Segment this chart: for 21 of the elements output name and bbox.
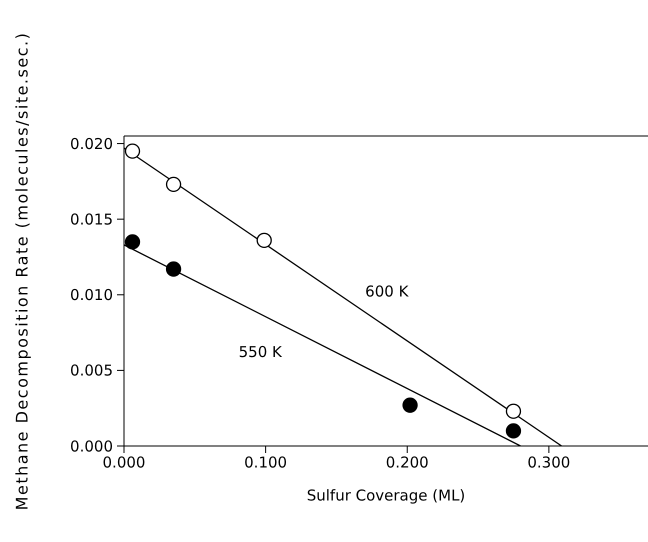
y-tick-label: 0.005 xyxy=(70,362,113,380)
point xyxy=(124,234,140,250)
x-tick-label: 0.100 xyxy=(244,454,288,472)
y-tick-label: 0.020 xyxy=(70,134,113,153)
point xyxy=(256,232,272,248)
x-axis-title: Sulfur Coverage (ML) xyxy=(306,486,466,505)
series-label: 550 K xyxy=(238,342,284,361)
y-tick-label: 0.000 xyxy=(70,437,113,456)
series-label: 600 K xyxy=(365,282,410,300)
x-tick-label: 0.200 xyxy=(386,454,429,472)
y-tick-label: 0.010 xyxy=(70,286,113,304)
x-tick-label: 0.300 xyxy=(527,454,570,472)
point xyxy=(166,261,182,277)
point xyxy=(124,143,140,159)
point xyxy=(506,423,522,439)
point xyxy=(166,176,182,192)
y-tick-label: 0.015 xyxy=(70,210,113,228)
point xyxy=(506,404,522,419)
point xyxy=(402,398,418,413)
y-axis-title: Methane Decomposition Rate (molecules/site.sec.) xyxy=(12,32,32,510)
x-tick-label: 0.000 xyxy=(102,454,146,472)
